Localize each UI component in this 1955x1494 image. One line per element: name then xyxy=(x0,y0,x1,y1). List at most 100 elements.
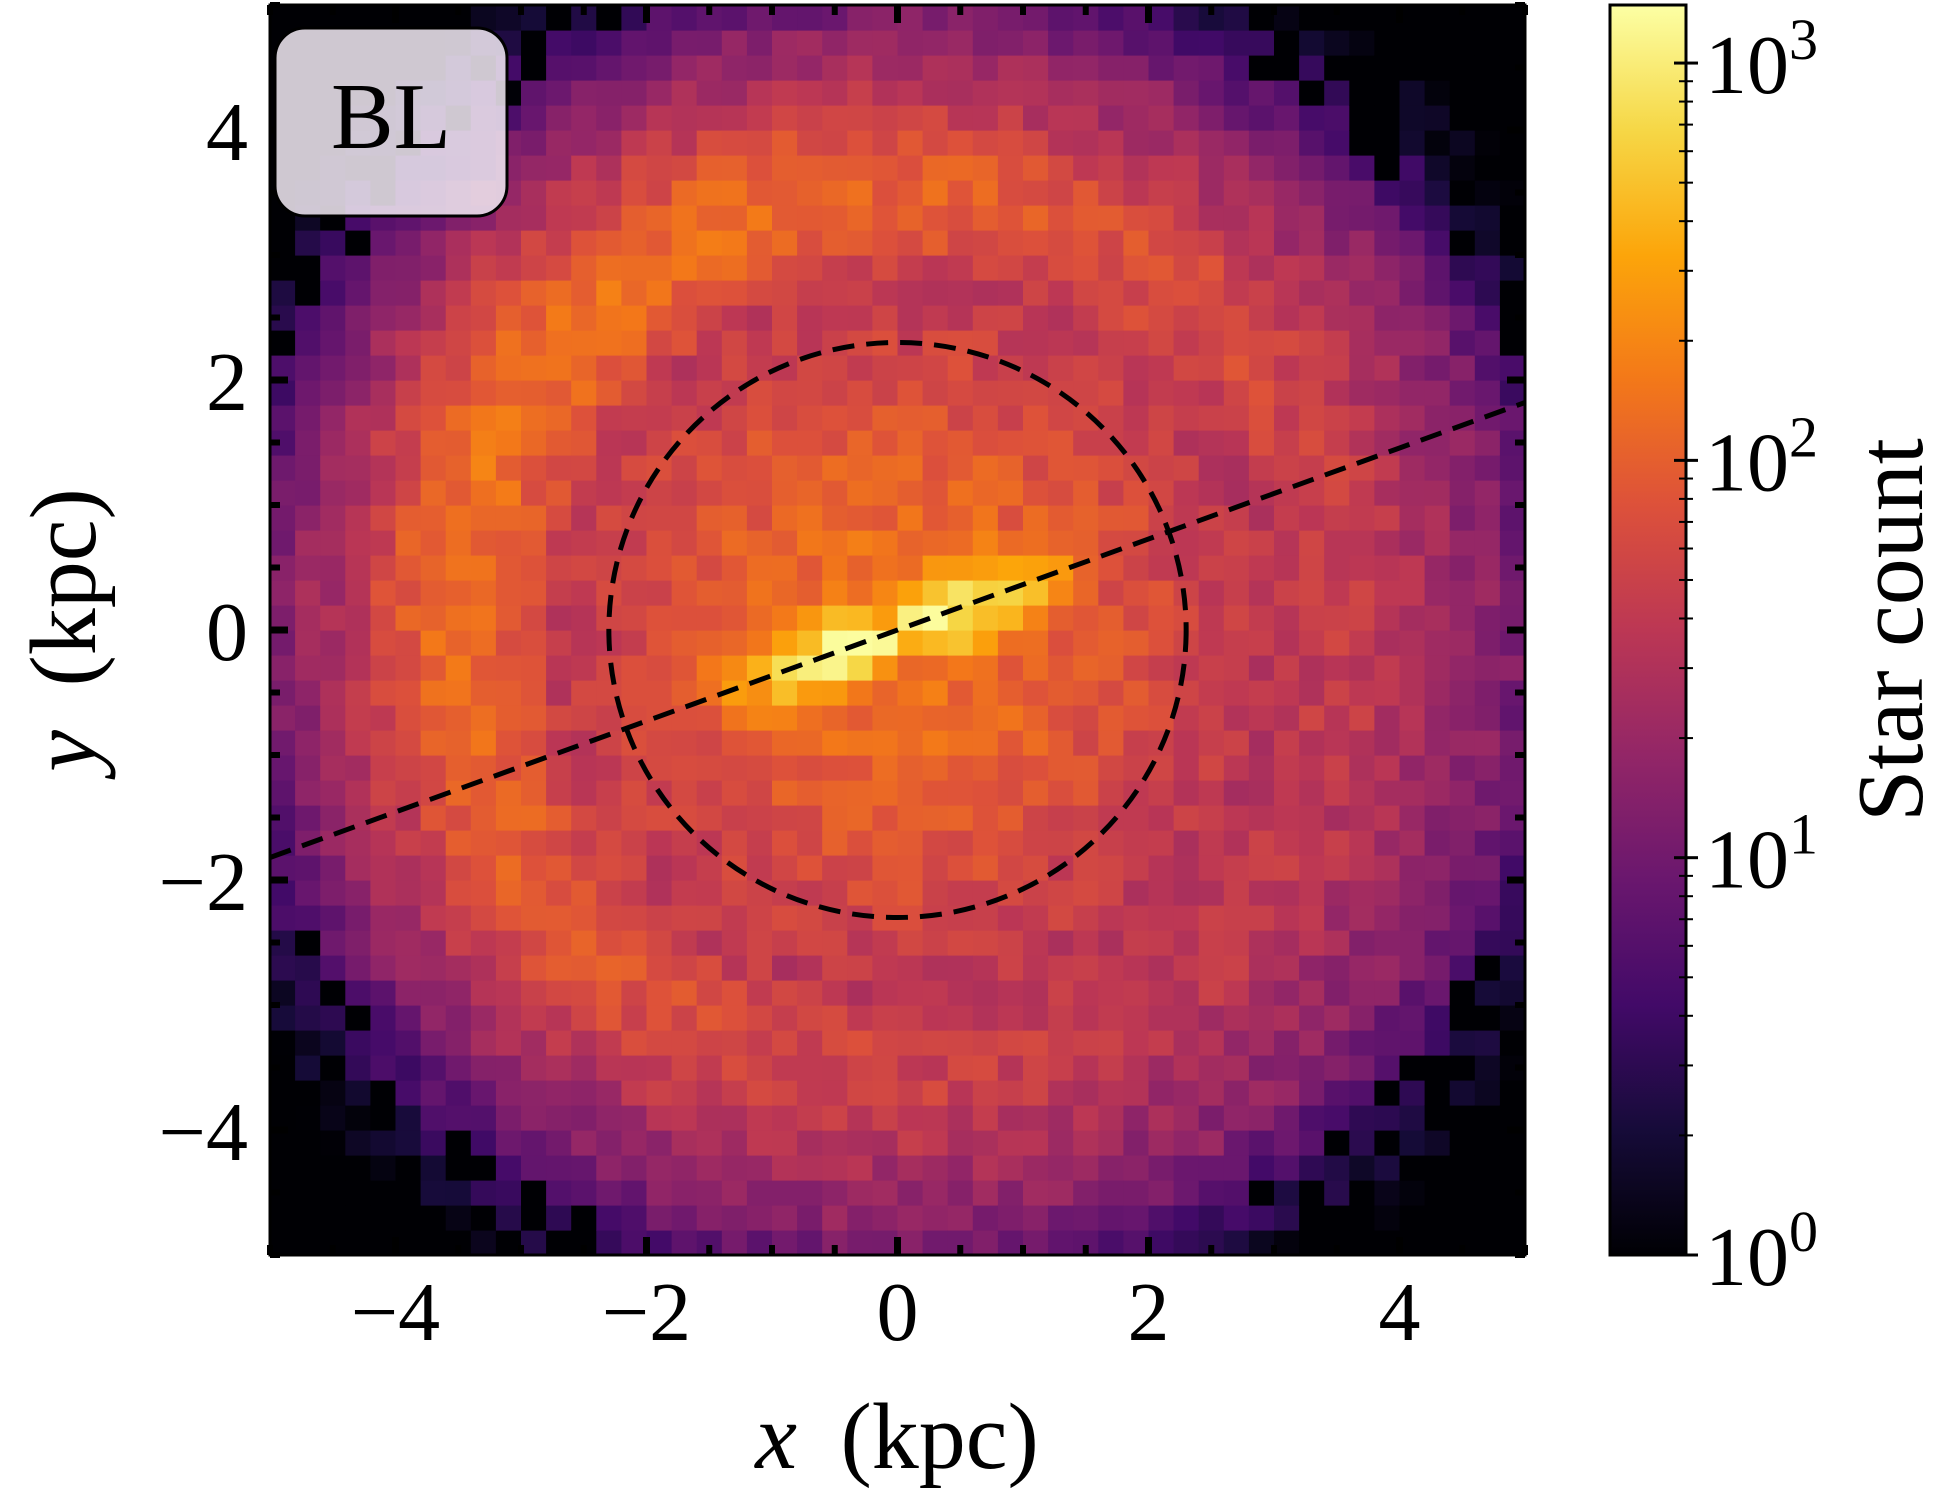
heatmap-cell xyxy=(797,1230,823,1255)
heatmap-cell xyxy=(797,480,823,506)
heatmap-cell xyxy=(320,605,346,631)
heatmap-cell xyxy=(1499,655,1525,681)
heatmap-cell xyxy=(872,280,899,306)
heatmap-cell xyxy=(1223,755,1250,781)
heatmap-cell xyxy=(1374,230,1401,256)
heatmap-cell xyxy=(1299,130,1325,156)
heatmap-cell xyxy=(1148,1180,1175,1206)
heatmap-cell xyxy=(370,1205,397,1231)
heatmap-cell xyxy=(1349,630,1375,656)
heatmap-cell xyxy=(1248,655,1275,681)
heatmap-cell xyxy=(1449,730,1476,756)
heatmap-cell xyxy=(1274,1080,1300,1106)
heatmap-cell xyxy=(1349,5,1375,31)
heatmap-cell xyxy=(1248,505,1275,531)
heatmap-cell xyxy=(772,55,798,81)
heatmap-cell xyxy=(370,355,397,381)
heatmap-cell xyxy=(746,1005,773,1031)
heatmap-cell xyxy=(546,1105,572,1131)
heatmap-cell xyxy=(1173,455,1200,481)
heatmap-cell xyxy=(370,905,397,931)
heatmap-cell xyxy=(445,1080,472,1106)
heatmap-cell xyxy=(1048,480,1074,506)
heatmap-cell xyxy=(1474,280,1501,306)
heatmap-cell xyxy=(596,180,622,206)
heatmap-cell xyxy=(495,1030,522,1056)
heatmap-cell xyxy=(395,230,422,256)
heatmap-cell xyxy=(420,955,447,981)
heatmap-cell xyxy=(1349,605,1375,631)
colorbar-tick-label: 100 xyxy=(1705,1199,1818,1304)
heatmap-cell xyxy=(1123,955,1150,981)
heatmap-cell xyxy=(1424,205,1451,231)
heatmap-cell xyxy=(395,730,422,756)
heatmap-cell xyxy=(671,655,698,681)
heatmap-cell xyxy=(1198,580,1225,606)
heatmap-cell xyxy=(997,1180,1024,1206)
heatmap-cell xyxy=(1299,855,1325,881)
heatmap-cell xyxy=(646,155,673,181)
heatmap-cell xyxy=(1499,1030,1525,1056)
heatmap-cell xyxy=(972,830,999,856)
heatmap-cell xyxy=(1299,230,1325,256)
heatmap-cell xyxy=(922,380,949,406)
heatmap-cell xyxy=(972,130,999,156)
x-tick-label: 4 xyxy=(1379,1266,1421,1359)
heatmap-cell xyxy=(1349,1055,1375,1081)
heatmap-cell xyxy=(621,1155,648,1181)
heatmap-cell xyxy=(972,1130,999,1156)
heatmap-cell xyxy=(922,80,949,106)
heatmap-cell xyxy=(746,255,773,281)
heatmap-cell xyxy=(345,1130,371,1156)
heatmap-cell xyxy=(546,905,572,931)
heatmap-cell xyxy=(320,830,346,856)
heatmap-cell xyxy=(671,630,698,656)
heatmap-cell xyxy=(1198,1205,1225,1231)
heatmap-cell xyxy=(295,580,321,606)
heatmap-cell xyxy=(696,580,723,606)
heatmap-cell xyxy=(1474,1105,1501,1131)
heatmap-cell xyxy=(746,705,773,731)
heatmap-cell xyxy=(1248,955,1275,981)
heatmap-cell xyxy=(621,580,648,606)
heatmap-cell xyxy=(922,205,949,231)
heatmap-cell xyxy=(546,680,572,706)
heatmap-cell xyxy=(621,1230,648,1255)
heatmap-cell xyxy=(320,980,346,1006)
heatmap-cell xyxy=(897,105,924,131)
heatmap-cell xyxy=(1324,905,1350,931)
heatmap-cell xyxy=(646,355,673,381)
heatmap-cell xyxy=(1474,530,1501,556)
heatmap-cell xyxy=(1499,30,1525,56)
heatmap-cell xyxy=(1148,655,1175,681)
heatmap-cell xyxy=(370,230,397,256)
heatmap-cell xyxy=(571,1205,597,1231)
heatmap-cell xyxy=(370,380,397,406)
heatmap-cell xyxy=(721,1080,748,1106)
heatmap-cell xyxy=(1299,205,1325,231)
heatmap-cell xyxy=(772,330,798,356)
heatmap-cell xyxy=(696,1205,723,1231)
heatmap-cell xyxy=(646,305,673,331)
heatmap-cell xyxy=(671,830,698,856)
heatmap-cell xyxy=(395,255,422,281)
heatmap-cell xyxy=(1274,1155,1300,1181)
heatmap-cell xyxy=(997,280,1024,306)
heatmap-cell xyxy=(1274,130,1300,156)
heatmap-cell xyxy=(772,1155,798,1181)
heatmap-cell xyxy=(1098,430,1124,456)
heatmap-cell xyxy=(1449,630,1476,656)
heatmap-cell xyxy=(295,405,321,431)
heatmap-cell xyxy=(1499,1105,1525,1131)
heatmap-cell xyxy=(420,580,447,606)
heatmap-cell xyxy=(445,605,472,631)
heatmap-cell xyxy=(847,280,873,306)
heatmap-cell xyxy=(546,80,572,106)
heatmap-cell xyxy=(1023,1205,1049,1231)
heatmap-cell xyxy=(521,805,547,831)
heatmap-cell xyxy=(1148,805,1175,831)
heatmap-cell xyxy=(420,1130,447,1156)
heatmap-cell xyxy=(1299,930,1325,956)
heatmap-cell xyxy=(1374,280,1401,306)
heatmap-cell xyxy=(1449,230,1476,256)
